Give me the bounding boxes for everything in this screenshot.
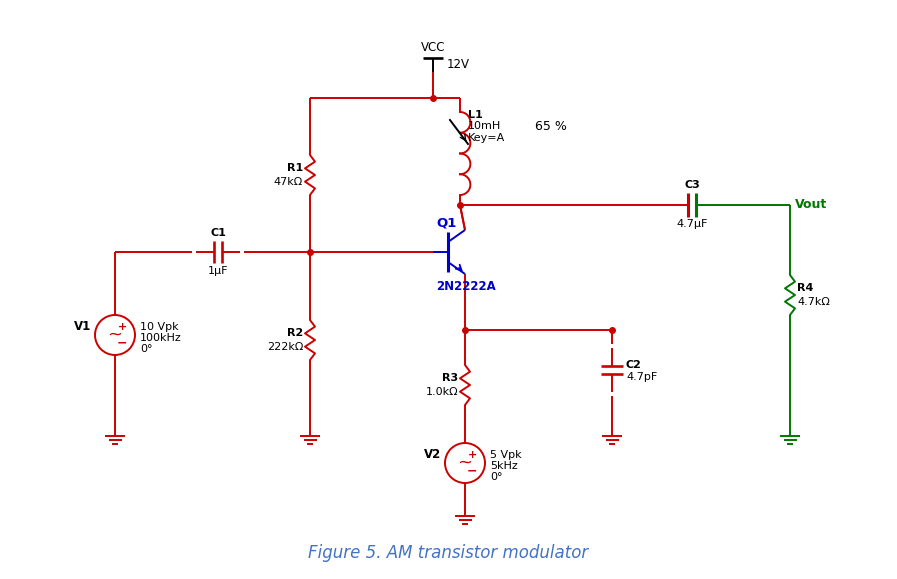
Text: 5kHz: 5kHz <box>490 461 518 471</box>
Text: 47kΩ: 47kΩ <box>274 177 303 187</box>
Text: +: + <box>118 322 126 332</box>
Text: L1: L1 <box>468 110 483 120</box>
Text: +: + <box>467 450 476 460</box>
Text: V1: V1 <box>74 321 91 334</box>
Text: 0°: 0° <box>140 344 152 354</box>
Text: 5 Vpk: 5 Vpk <box>490 450 522 460</box>
Text: 4.7µF: 4.7µF <box>676 219 708 229</box>
Text: 4.7kΩ: 4.7kΩ <box>797 297 830 307</box>
Text: C2: C2 <box>626 360 642 370</box>
Text: 100kHz: 100kHz <box>140 333 182 343</box>
Text: 0°: 0° <box>490 472 502 482</box>
Text: Vout: Vout <box>795 199 827 211</box>
Text: C3: C3 <box>684 180 700 190</box>
Text: V2: V2 <box>423 449 441 461</box>
Text: 2N2222A: 2N2222A <box>436 280 496 292</box>
Text: 65 %: 65 % <box>535 119 567 133</box>
Text: 222kΩ: 222kΩ <box>266 342 303 352</box>
Text: R4: R4 <box>797 283 814 293</box>
Text: R1: R1 <box>287 163 303 173</box>
Text: 10mH: 10mH <box>468 121 501 131</box>
Text: Figure 5. AM transistor modulator: Figure 5. AM transistor modulator <box>309 544 588 562</box>
Text: −: − <box>466 464 477 478</box>
Text: VCC: VCC <box>421 41 445 54</box>
Text: Key=A: Key=A <box>468 133 505 143</box>
Text: C1: C1 <box>210 228 226 238</box>
Text: Q1: Q1 <box>436 217 457 230</box>
Text: R2: R2 <box>287 328 303 338</box>
Text: 1µF: 1µF <box>208 266 228 276</box>
Text: R3: R3 <box>442 373 458 383</box>
Text: 10 Vpk: 10 Vpk <box>140 322 179 332</box>
Text: 4.7pF: 4.7pF <box>626 372 658 382</box>
Text: ~: ~ <box>457 454 473 472</box>
Text: −: − <box>117 336 127 350</box>
Text: 12V: 12V <box>447 58 470 71</box>
Text: 1.0kΩ: 1.0kΩ <box>425 387 458 397</box>
Text: ~: ~ <box>108 326 123 344</box>
